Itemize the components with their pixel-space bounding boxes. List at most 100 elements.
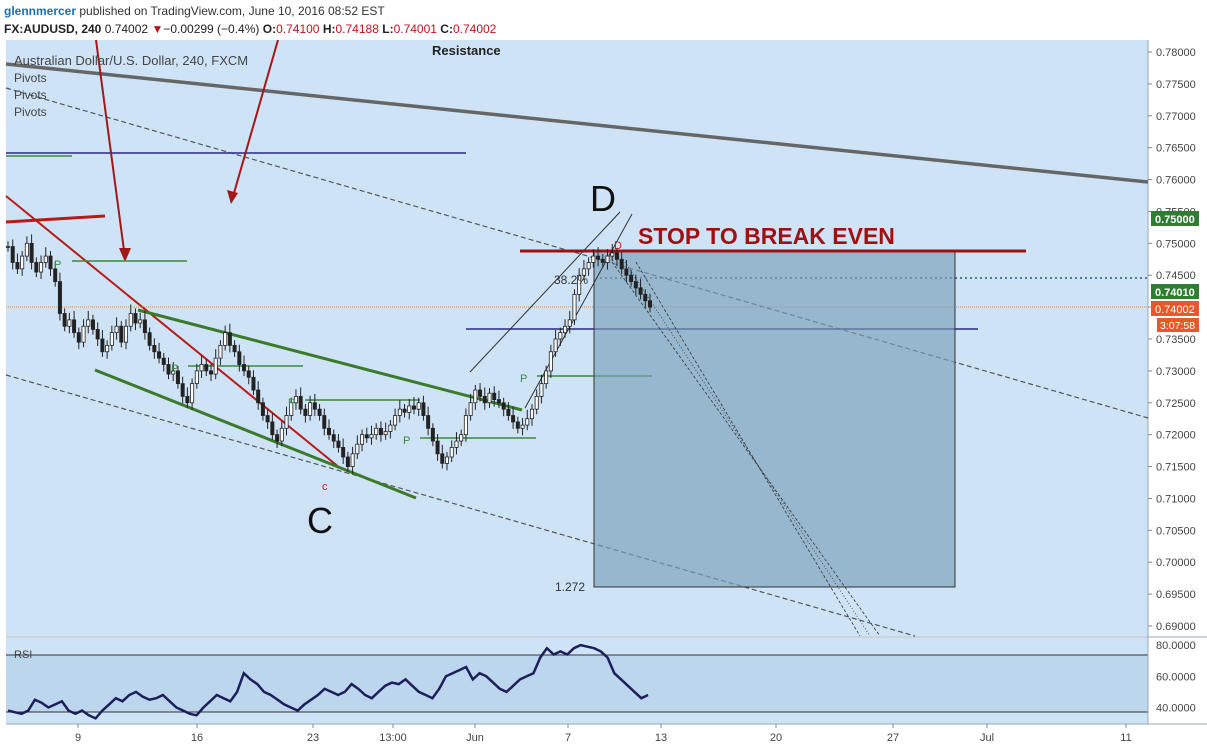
candle-body bbox=[312, 402, 317, 410]
candle-body bbox=[648, 300, 653, 308]
y-tick-label: 0.75000 bbox=[1156, 238, 1196, 250]
rsi-band bbox=[6, 655, 1148, 712]
candle-body bbox=[581, 268, 586, 276]
abcd-lower-line bbox=[524, 213, 633, 409]
last-price: 0.74002 bbox=[104, 22, 149, 36]
candle-body bbox=[39, 262, 44, 273]
candle-body bbox=[411, 405, 416, 410]
y-tick-label: 0.74500 bbox=[1156, 270, 1196, 282]
pivots-indicator-2[interactable]: Pivots bbox=[14, 88, 47, 102]
rsi-label[interactable]: RSI bbox=[14, 649, 32, 661]
candle-body bbox=[449, 447, 454, 458]
fib-382-label: 38.2% bbox=[554, 273, 588, 287]
candle-body bbox=[90, 319, 95, 330]
chart-title: Australian Dollar/U.S. Dollar, 240, FXCM bbox=[14, 53, 248, 68]
candle-body bbox=[501, 402, 506, 410]
candle-body bbox=[548, 351, 553, 372]
candle-body bbox=[213, 357, 218, 375]
upper-dashed-channel[interactable] bbox=[5, 87, 1149, 419]
candle-body bbox=[326, 427, 331, 436]
candle-body bbox=[520, 424, 525, 429]
y-tick-label: 0.77500 bbox=[1156, 79, 1196, 91]
main-pane[interactable] bbox=[6, 40, 1148, 636]
pivot-marker: P bbox=[171, 363, 178, 375]
candle-body bbox=[496, 399, 501, 404]
candle-body bbox=[577, 274, 582, 295]
red-downtrend-line[interactable] bbox=[5, 195, 341, 469]
y-tick-label: 0.72000 bbox=[1156, 430, 1196, 442]
candle-body bbox=[303, 408, 308, 416]
y-tick-label: 0.78000 bbox=[1156, 47, 1196, 59]
candle-body bbox=[515, 421, 520, 429]
close-value: 0.74002 bbox=[452, 22, 497, 36]
wedge-upper-line[interactable] bbox=[137, 308, 523, 412]
author-link[interactable]: glennmercer bbox=[4, 4, 77, 18]
candle-body bbox=[563, 325, 568, 334]
candle-body bbox=[204, 364, 209, 372]
fib-1272-label: 1.272 bbox=[555, 580, 585, 594]
long-resistance-trendline[interactable] bbox=[5, 62, 1149, 184]
price-tag-075 bbox=[1151, 211, 1199, 226]
abcd-upper-line bbox=[469, 211, 621, 373]
red-resistance-segment[interactable] bbox=[5, 214, 106, 224]
pivots-indicator-1[interactable]: Pivots bbox=[14, 71, 47, 85]
candle-body bbox=[223, 332, 228, 346]
candle-body bbox=[402, 408, 407, 413]
candle-body bbox=[539, 383, 544, 397]
close-label: C: bbox=[440, 22, 453, 36]
projection-box[interactable] bbox=[593, 250, 956, 588]
x-tick-label: 9 bbox=[75, 732, 81, 744]
stop-label: STOP TO BREAK EVEN bbox=[638, 223, 895, 249]
y-tick-label: 0.73500 bbox=[1156, 334, 1196, 346]
candle-body bbox=[416, 402, 421, 410]
lower-dashed-channel[interactable] bbox=[5, 374, 916, 637]
candle-body bbox=[440, 453, 445, 464]
y-tick-label: 0.73000 bbox=[1156, 366, 1196, 378]
candle-body bbox=[138, 319, 143, 324]
wedge-lower-line[interactable] bbox=[94, 368, 417, 500]
x-tick-label: 20 bbox=[770, 732, 782, 744]
resistance-label: Resistance bbox=[432, 43, 501, 58]
candle-body bbox=[242, 364, 247, 372]
candle-body bbox=[190, 383, 195, 404]
candle-body bbox=[445, 456, 450, 464]
x-tick-label: 13 bbox=[655, 732, 667, 744]
open-value: 0.74100 bbox=[276, 22, 320, 36]
candle-body bbox=[62, 313, 67, 327]
candle-body bbox=[364, 434, 369, 439]
arrow-right-line bbox=[231, 39, 279, 201]
candle-body bbox=[15, 262, 20, 270]
candle-body bbox=[482, 395, 487, 404]
pivot-marker: P bbox=[288, 397, 295, 409]
candle-body bbox=[86, 319, 91, 327]
arrow-down-icon bbox=[227, 190, 238, 204]
rsi-line bbox=[7, 643, 649, 720]
pivots-indicator-3[interactable]: Pivots bbox=[14, 105, 47, 119]
candle-body bbox=[20, 255, 25, 270]
candle-body bbox=[350, 453, 355, 467]
low-label: L: bbox=[382, 22, 394, 36]
candle-body bbox=[10, 246, 15, 263]
candle-body bbox=[124, 325, 129, 343]
y-tick-label: 0.72500 bbox=[1156, 398, 1196, 410]
candle-body bbox=[76, 332, 81, 343]
candle-body bbox=[308, 402, 313, 416]
price-tag-current-text: 0.74002 bbox=[1155, 304, 1195, 316]
candle-body bbox=[421, 402, 426, 416]
candle-body bbox=[275, 434, 280, 442]
candle-body bbox=[119, 325, 124, 343]
candle-body bbox=[544, 370, 549, 385]
candle-body bbox=[525, 418, 530, 426]
x-tick-label: 23 bbox=[307, 732, 319, 744]
candle-body bbox=[53, 268, 58, 283]
candle-body bbox=[586, 262, 591, 270]
candle-body bbox=[345, 456, 350, 467]
price-tag-075-text: 0.75000 bbox=[1155, 214, 1195, 226]
y-tick-label: 0.70500 bbox=[1156, 525, 1196, 537]
published-text: published on TradingView.com, June 10, 2… bbox=[79, 4, 385, 18]
arrow-left-line bbox=[95, 39, 126, 259]
candle-body bbox=[322, 415, 327, 429]
candle-body bbox=[468, 402, 473, 416]
candle-body bbox=[142, 319, 147, 334]
